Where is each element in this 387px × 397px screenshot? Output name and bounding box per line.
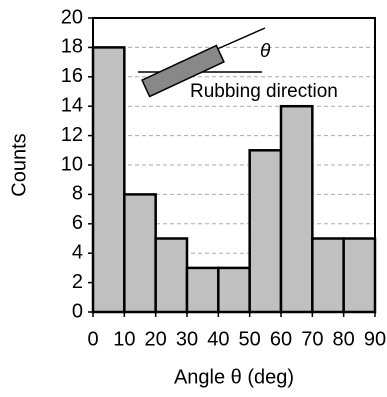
y-tick-label: 14 [61, 94, 83, 116]
x-tick-label: 70 [301, 328, 323, 350]
x-tick-label: 60 [270, 328, 292, 350]
annotation: Rubbing direction [190, 81, 338, 102]
y-tick-label: 20 [61, 6, 83, 28]
y-axis-label: Counts [8, 133, 30, 196]
bar [342, 237, 377, 314]
plot-frame [92, 17, 376, 313]
x-tick-label: 50 [239, 328, 261, 350]
bar [248, 149, 283, 314]
bar [91, 46, 126, 314]
bar [185, 266, 220, 314]
y-tick-label: 6 [72, 212, 83, 234]
x-tick-label: 0 [87, 328, 98, 350]
x-tick-label: 90 [364, 328, 386, 350]
bar [123, 193, 157, 314]
y-tick-label: 0 [72, 300, 83, 322]
bar [217, 266, 251, 314]
bar [154, 237, 189, 314]
x-tick-label: 30 [176, 328, 198, 350]
bar [311, 237, 345, 314]
x-axis-label: Angle θ (deg) [174, 366, 294, 388]
x-tick-label: 20 [145, 328, 167, 350]
y-tick-label: 12 [61, 124, 83, 146]
y-tick-label: 18 [61, 36, 83, 58]
inset-rod [141, 44, 225, 98]
y-tick-label: 8 [72, 183, 83, 205]
inset-rod-line [214, 27, 266, 51]
y-tick-label: 10 [61, 153, 83, 175]
x-tick-label: 10 [113, 328, 135, 350]
annotation: θ [260, 41, 271, 62]
y-tick-label: 16 [61, 65, 83, 87]
x-tick-label: 80 [333, 328, 355, 350]
y-tick-label: 4 [72, 241, 83, 263]
y-tick-label: 2 [72, 271, 83, 293]
bar [279, 104, 314, 314]
x-tick-label: 40 [207, 328, 229, 350]
